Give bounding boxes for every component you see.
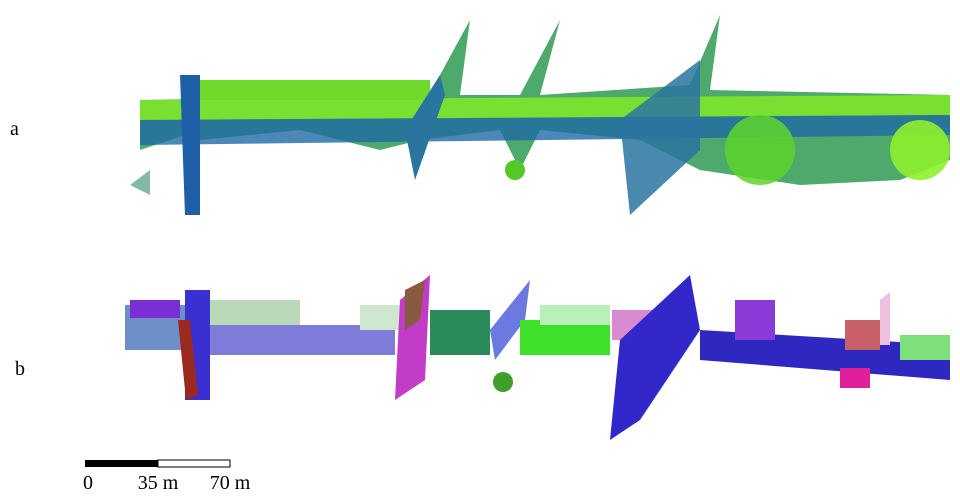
scale-bar-black [85,460,158,467]
scale-tick-label: 0 [83,472,93,494]
point-cloud-b [125,275,950,440]
scale-bar: 0 35 m 70 m [83,460,251,494]
scale-tick-label: 70 m [210,472,251,494]
panel-label: b [15,358,25,380]
point-cloud-a [130,15,950,215]
panel-label: a [10,118,19,140]
scale-bar-white [158,460,230,467]
scale-tick-label: 35 m [138,472,179,494]
figure: a b 0 35 m 70 m [0,0,960,496]
